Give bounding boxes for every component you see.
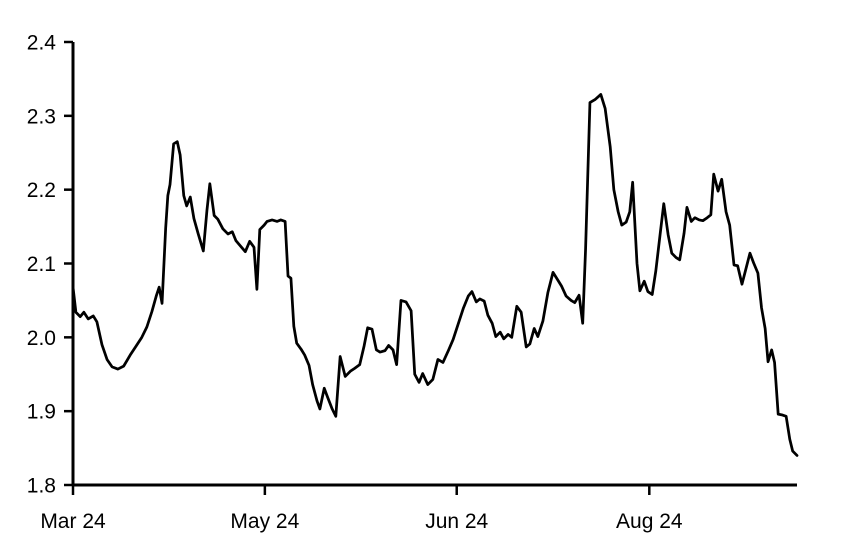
series-line <box>71 93 799 457</box>
y-axis: 1.8 1.9 2.0 2.1 2.2 2.3 2.4 <box>27 32 75 498</box>
x-tick-label: Mar 24 <box>40 510 106 533</box>
y-tick-label: 1.8 <box>27 475 56 498</box>
x-tick-label: Aug 24 <box>616 510 683 533</box>
x-tick-label: May 24 <box>230 510 299 533</box>
y-tick-label: 1.9 <box>27 401 56 424</box>
y-tick-label: 2.1 <box>27 253 56 276</box>
y-tick-label: 2.2 <box>27 179 56 202</box>
y-tick-label: 2.3 <box>27 105 56 128</box>
x-axis: Mar 24 May 24 Jun 24 Aug 24 <box>40 483 797 533</box>
y-tick-label: 2.4 <box>27 32 57 55</box>
y-tick-label: 2.0 <box>27 327 56 350</box>
x-tick-label: Jun 24 <box>425 510 488 533</box>
